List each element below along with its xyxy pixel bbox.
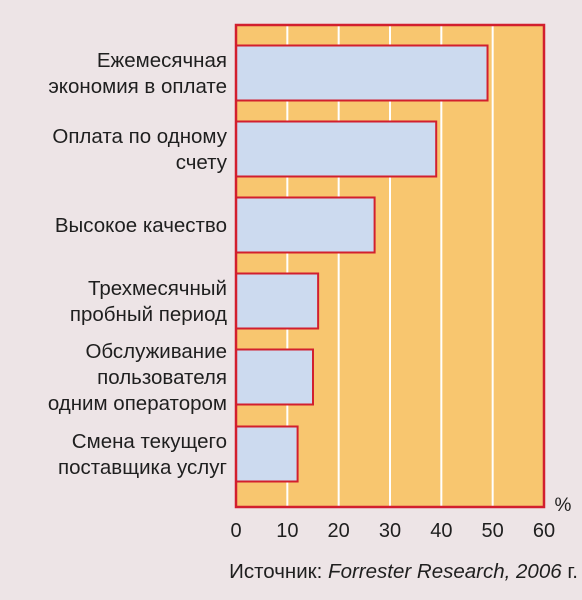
category-label: Трехмесячный пробный период — [70, 277, 227, 326]
category-label-line: одним оператором — [48, 392, 227, 415]
category-label-line: Трехмесячный — [88, 277, 227, 300]
bar — [235, 348, 314, 406]
x-tick-label: 50 — [482, 520, 504, 542]
category-label-line: Ежемесячная — [97, 49, 227, 72]
x-tick-label: 0 — [230, 520, 241, 542]
bar — [235, 425, 299, 483]
source-suffix: г. — [561, 560, 578, 583]
x-tick-label: 60 — [533, 520, 555, 542]
category-label-line: Смена текущего — [72, 430, 227, 453]
source-name: Forrester Research, 2006 — [328, 560, 562, 583]
category-label-line: поставщика услуг — [58, 456, 227, 479]
category-labels: Ежемесячная экономия в оплате Оплата по од… — [48, 49, 228, 479]
x-tick-label: 20 — [328, 520, 350, 542]
source-prefix: Источник: — [229, 560, 329, 583]
category-label-line: пользователя — [97, 366, 227, 389]
category-label-line: счету — [176, 151, 228, 174]
unit-label: % — [555, 495, 572, 516]
plot-frame — [234, 23, 546, 509]
category-label: Ежемесячная экономия в оплате — [48, 49, 227, 98]
bar — [235, 44, 489, 102]
bar — [235, 272, 320, 330]
category-label-line: Обслуживание — [85, 340, 227, 363]
category-label-line: Высокое качество — [55, 214, 227, 237]
category-label: Оплата по одному счету — [52, 125, 227, 174]
category-label-line: экономия в оплате — [48, 75, 227, 98]
category-label-line: Оплата по одному — [52, 125, 227, 148]
x-axis-ticks: 0 10 20 30 40 50 60 — [230, 520, 555, 542]
category-label: Смена текущего поставщика услуг — [58, 430, 227, 479]
bar — [235, 120, 438, 178]
x-tick-label: 40 — [430, 520, 452, 542]
category-label: Высокое качество — [55, 214, 227, 237]
category-label: Обслуживание пользователя одним оператором — [48, 340, 227, 415]
category-label-line: пробный период — [70, 303, 227, 326]
source-note: Источник: Forrester Research, 2006 г. — [229, 560, 578, 584]
x-tick-label: 10 — [276, 520, 298, 542]
x-tick-label: 30 — [379, 520, 401, 542]
bar — [235, 196, 376, 254]
